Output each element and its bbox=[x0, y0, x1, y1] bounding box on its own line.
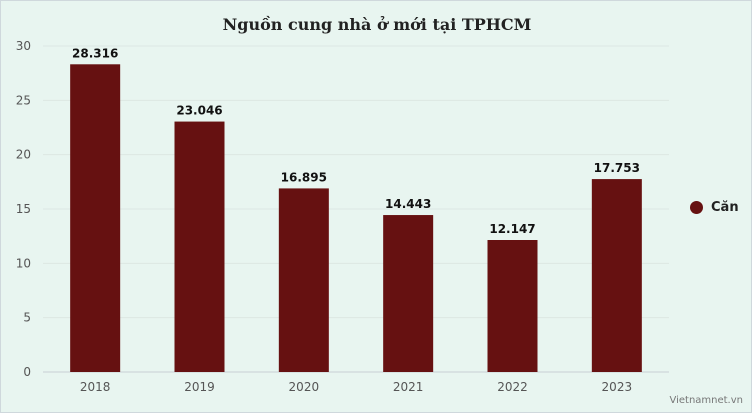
legend[interactable]: Căn bbox=[690, 200, 739, 215]
bar bbox=[591, 179, 642, 372]
y-tick-label: 30 bbox=[16, 39, 31, 53]
data-labels: 28.316 23.046 16.895 14.443 12.147 17.753 bbox=[72, 46, 640, 236]
chart-title: Nguồn cung nhà ở mới tại TPHCM bbox=[222, 15, 532, 34]
y-tick-label: 15 bbox=[16, 202, 31, 216]
gridlines bbox=[43, 45, 669, 373]
y-tick-label: 25 bbox=[16, 93, 31, 107]
x-tick-label: 2020 bbox=[289, 380, 320, 394]
bar bbox=[278, 188, 329, 372]
x-tick-label: 2018 bbox=[80, 380, 111, 394]
legend-marker bbox=[690, 201, 703, 214]
y-tick-label: 10 bbox=[16, 256, 31, 270]
data-label: 12.147 bbox=[489, 222, 535, 236]
data-label: 14.443 bbox=[385, 197, 431, 211]
bar bbox=[70, 64, 121, 372]
bar bbox=[174, 121, 225, 372]
data-label: 23.046 bbox=[176, 104, 222, 118]
bar bbox=[487, 240, 538, 372]
x-axis: 2018 2019 2020 2021 2022 2023 bbox=[80, 380, 632, 394]
legend-label: Căn bbox=[711, 200, 739, 215]
y-tick-label: 0 bbox=[23, 365, 31, 379]
bar bbox=[383, 215, 434, 372]
bars bbox=[70, 64, 642, 372]
y-tick-label: 20 bbox=[16, 148, 31, 162]
x-tick-label: 2021 bbox=[393, 380, 424, 394]
y-tick-label: 5 bbox=[23, 311, 31, 325]
data-label: 28.316 bbox=[72, 46, 118, 60]
x-tick-label: 2023 bbox=[602, 380, 633, 394]
x-tick-label: 2019 bbox=[184, 380, 215, 394]
data-label: 17.753 bbox=[594, 161, 640, 175]
y-axis: 0 5 10 15 20 25 30 bbox=[16, 39, 31, 379]
source-credit: Vietnamnet.vn bbox=[669, 395, 743, 406]
data-label: 16.895 bbox=[281, 170, 327, 184]
x-tick-label: 2022 bbox=[497, 380, 528, 394]
